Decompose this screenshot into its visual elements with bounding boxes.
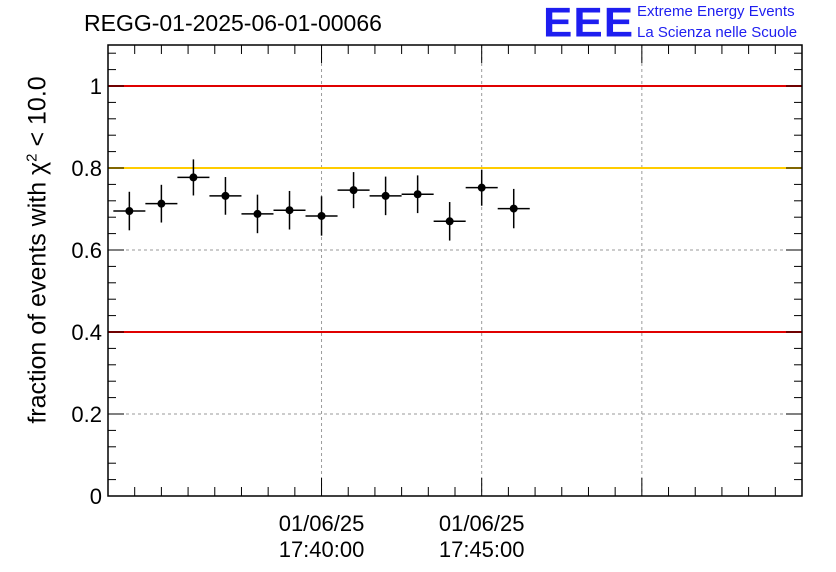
data-point: [509, 204, 518, 213]
data-point: [349, 186, 358, 195]
data-point: [157, 199, 166, 208]
data-point: [381, 191, 390, 200]
x-tick-label-date: 01/06/25: [279, 511, 365, 536]
x-tick-label-date: 01/06/25: [439, 511, 525, 536]
y-tick-label: 0.2: [71, 402, 102, 427]
x-tick-label-time: 17:40:00: [279, 537, 365, 562]
y-tick-label: 0.8: [71, 156, 102, 181]
eee-logo-mark: EEE: [543, 0, 635, 46]
axes: 00.20.40.60.8101/06/2517:40:0001/06/2517…: [71, 44, 803, 562]
chart-title: REGG-01-2025-06-01-00066: [84, 10, 382, 36]
y-tick-label: 0.6: [71, 238, 102, 263]
data-point: [445, 217, 454, 226]
y-tick-label: 1: [90, 74, 102, 99]
data-point: [253, 209, 262, 218]
y-axis-label-prefix: fraction of events with: [23, 174, 52, 424]
x-tick-label-time: 17:45:00: [439, 537, 525, 562]
y-axis-label-suffix: < 10.0: [23, 76, 52, 154]
grid: [108, 45, 802, 496]
data-point: [477, 183, 486, 192]
logo-line-2: La Scienza nelle Scuole: [637, 24, 798, 41]
y-axis-label: fraction of events with χ2 < 10.0: [23, 76, 52, 423]
data-point: [317, 211, 326, 220]
reference-lines: [108, 85, 802, 333]
data-point: [413, 190, 422, 199]
data-point: [285, 206, 294, 215]
plot-frame: [107, 44, 803, 497]
y-axis-label-symbol: χ: [23, 161, 52, 175]
y-axis-label-power: 2: [23, 153, 41, 162]
y-tick-label: 0.4: [71, 320, 102, 345]
logo-line-1: Extreme Energy Events: [637, 3, 795, 20]
data-point: [221, 191, 230, 200]
y-tick-label: 0: [90, 484, 102, 509]
data-series: [113, 159, 530, 241]
data-point: [189, 173, 198, 182]
data-point: [125, 207, 134, 216]
